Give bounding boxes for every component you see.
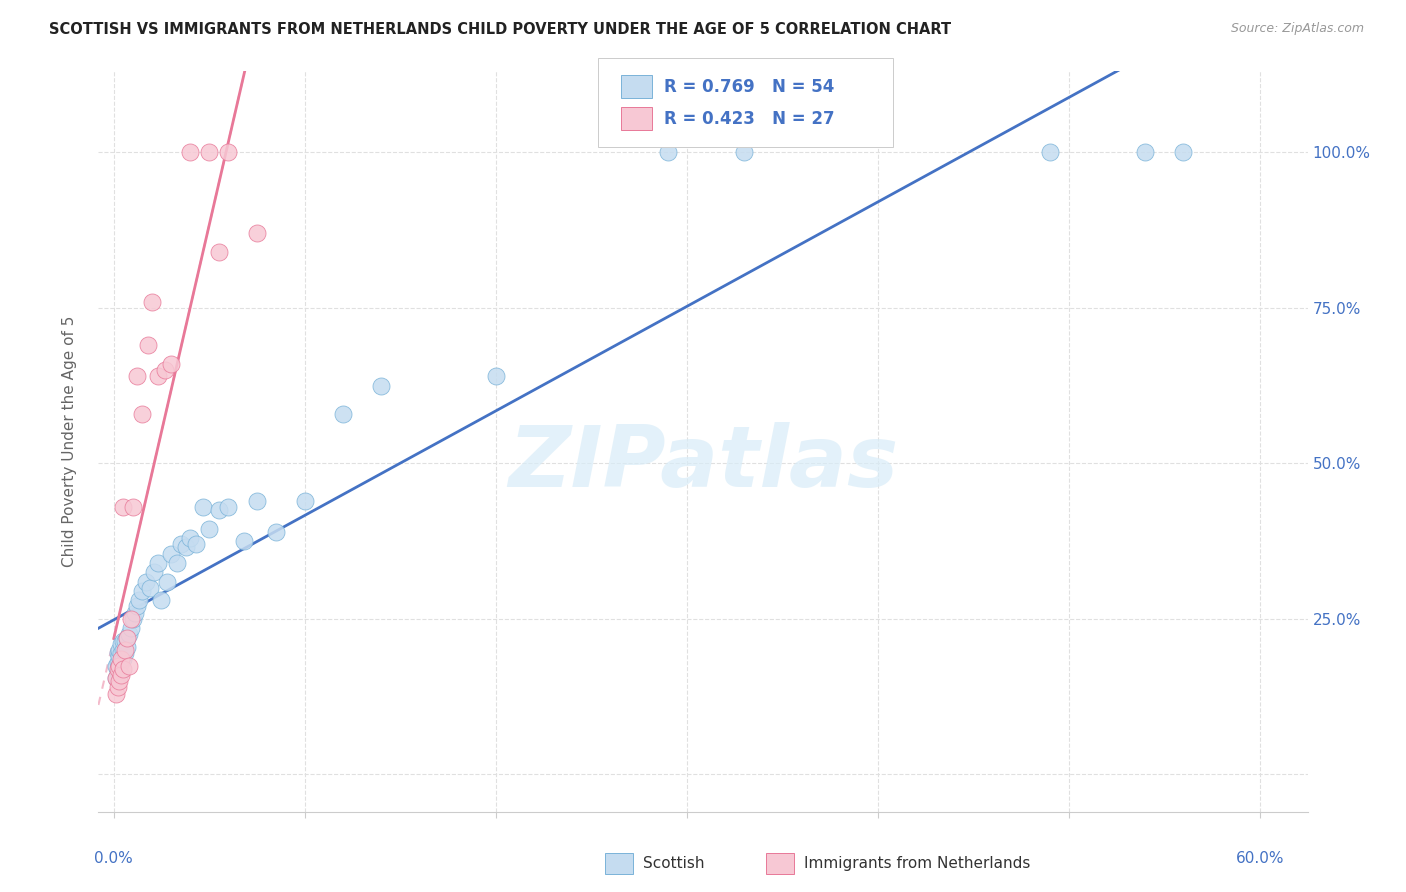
Point: [104, 671, 127, 685]
Point: [184, 537, 207, 551]
Point: [657, 145, 679, 160]
Point: [142, 565, 165, 579]
Point: [112, 643, 135, 657]
Point: [112, 662, 135, 676]
Point: [232, 534, 254, 549]
Text: 60.0%: 60.0%: [1236, 851, 1284, 865]
Point: [107, 646, 129, 660]
Point: [112, 652, 135, 666]
Point: [208, 244, 231, 259]
Text: 0.0%: 0.0%: [94, 851, 134, 865]
Point: [107, 665, 129, 679]
Point: [108, 668, 131, 682]
Point: [120, 621, 142, 635]
Text: R = 0.769   N = 54: R = 0.769 N = 54: [664, 78, 834, 95]
Point: [104, 671, 127, 685]
Text: R = 0.423   N = 27: R = 0.423 N = 27: [664, 110, 834, 128]
Point: [115, 640, 138, 654]
Text: Scottish: Scottish: [643, 856, 704, 871]
Point: [107, 681, 129, 695]
Text: Source: ZipAtlas.com: Source: ZipAtlas.com: [1230, 22, 1364, 36]
Point: [217, 500, 239, 514]
Point: [156, 574, 179, 589]
Point: [146, 556, 169, 570]
Point: [108, 643, 131, 657]
Point: [193, 500, 215, 514]
Point: [150, 593, 173, 607]
Point: [121, 612, 143, 626]
Point: [1173, 145, 1195, 160]
Point: [294, 493, 316, 508]
Point: [112, 633, 135, 648]
Point: [104, 658, 127, 673]
Point: [166, 556, 188, 570]
Text: Immigrants from Netherlands: Immigrants from Netherlands: [804, 856, 1031, 871]
Point: [128, 593, 150, 607]
Point: [110, 668, 132, 682]
Point: [104, 686, 127, 700]
Point: [485, 369, 508, 384]
Point: [174, 541, 197, 555]
Point: [217, 145, 239, 160]
Point: [124, 606, 146, 620]
Point: [110, 652, 132, 666]
Point: [108, 658, 131, 673]
Point: [332, 407, 354, 421]
Point: [110, 646, 132, 660]
Point: [198, 145, 221, 160]
Point: [118, 658, 141, 673]
Point: [114, 646, 136, 660]
Y-axis label: Child Poverty Under the Age of 5: Child Poverty Under the Age of 5: [62, 316, 77, 567]
Point: [118, 627, 141, 641]
Text: ZIPatlas: ZIPatlas: [508, 422, 898, 505]
Point: [110, 637, 132, 651]
Point: [131, 407, 153, 421]
Point: [107, 656, 129, 670]
Point: [1135, 145, 1157, 160]
Point: [121, 500, 143, 514]
Point: [160, 357, 183, 371]
Point: [141, 294, 163, 309]
Point: [136, 338, 159, 352]
Point: [160, 547, 183, 561]
Point: [370, 378, 392, 392]
Point: [125, 599, 148, 614]
Point: [114, 633, 136, 648]
Point: [135, 574, 157, 589]
Point: [115, 631, 138, 645]
Point: [155, 363, 177, 377]
Point: [115, 631, 138, 645]
Point: [733, 145, 755, 160]
Point: [131, 583, 153, 598]
Point: [125, 369, 148, 384]
Point: [198, 522, 221, 536]
Point: [108, 658, 131, 673]
Point: [114, 643, 136, 657]
Point: [108, 649, 131, 664]
Point: [139, 581, 162, 595]
Point: [1039, 145, 1062, 160]
Point: [179, 145, 201, 160]
Point: [108, 674, 131, 689]
Point: [208, 503, 231, 517]
Text: SCOTTISH VS IMMIGRANTS FROM NETHERLANDS CHILD POVERTY UNDER THE AGE OF 5 CORRELA: SCOTTISH VS IMMIGRANTS FROM NETHERLANDS …: [49, 22, 952, 37]
Point: [246, 226, 269, 240]
Point: [146, 369, 169, 384]
Point: [179, 531, 201, 545]
Point: [110, 656, 132, 670]
Point: [169, 537, 191, 551]
Point: [112, 500, 135, 514]
Point: [246, 493, 269, 508]
Point: [264, 524, 287, 539]
Point: [107, 662, 129, 676]
Point: [120, 612, 142, 626]
